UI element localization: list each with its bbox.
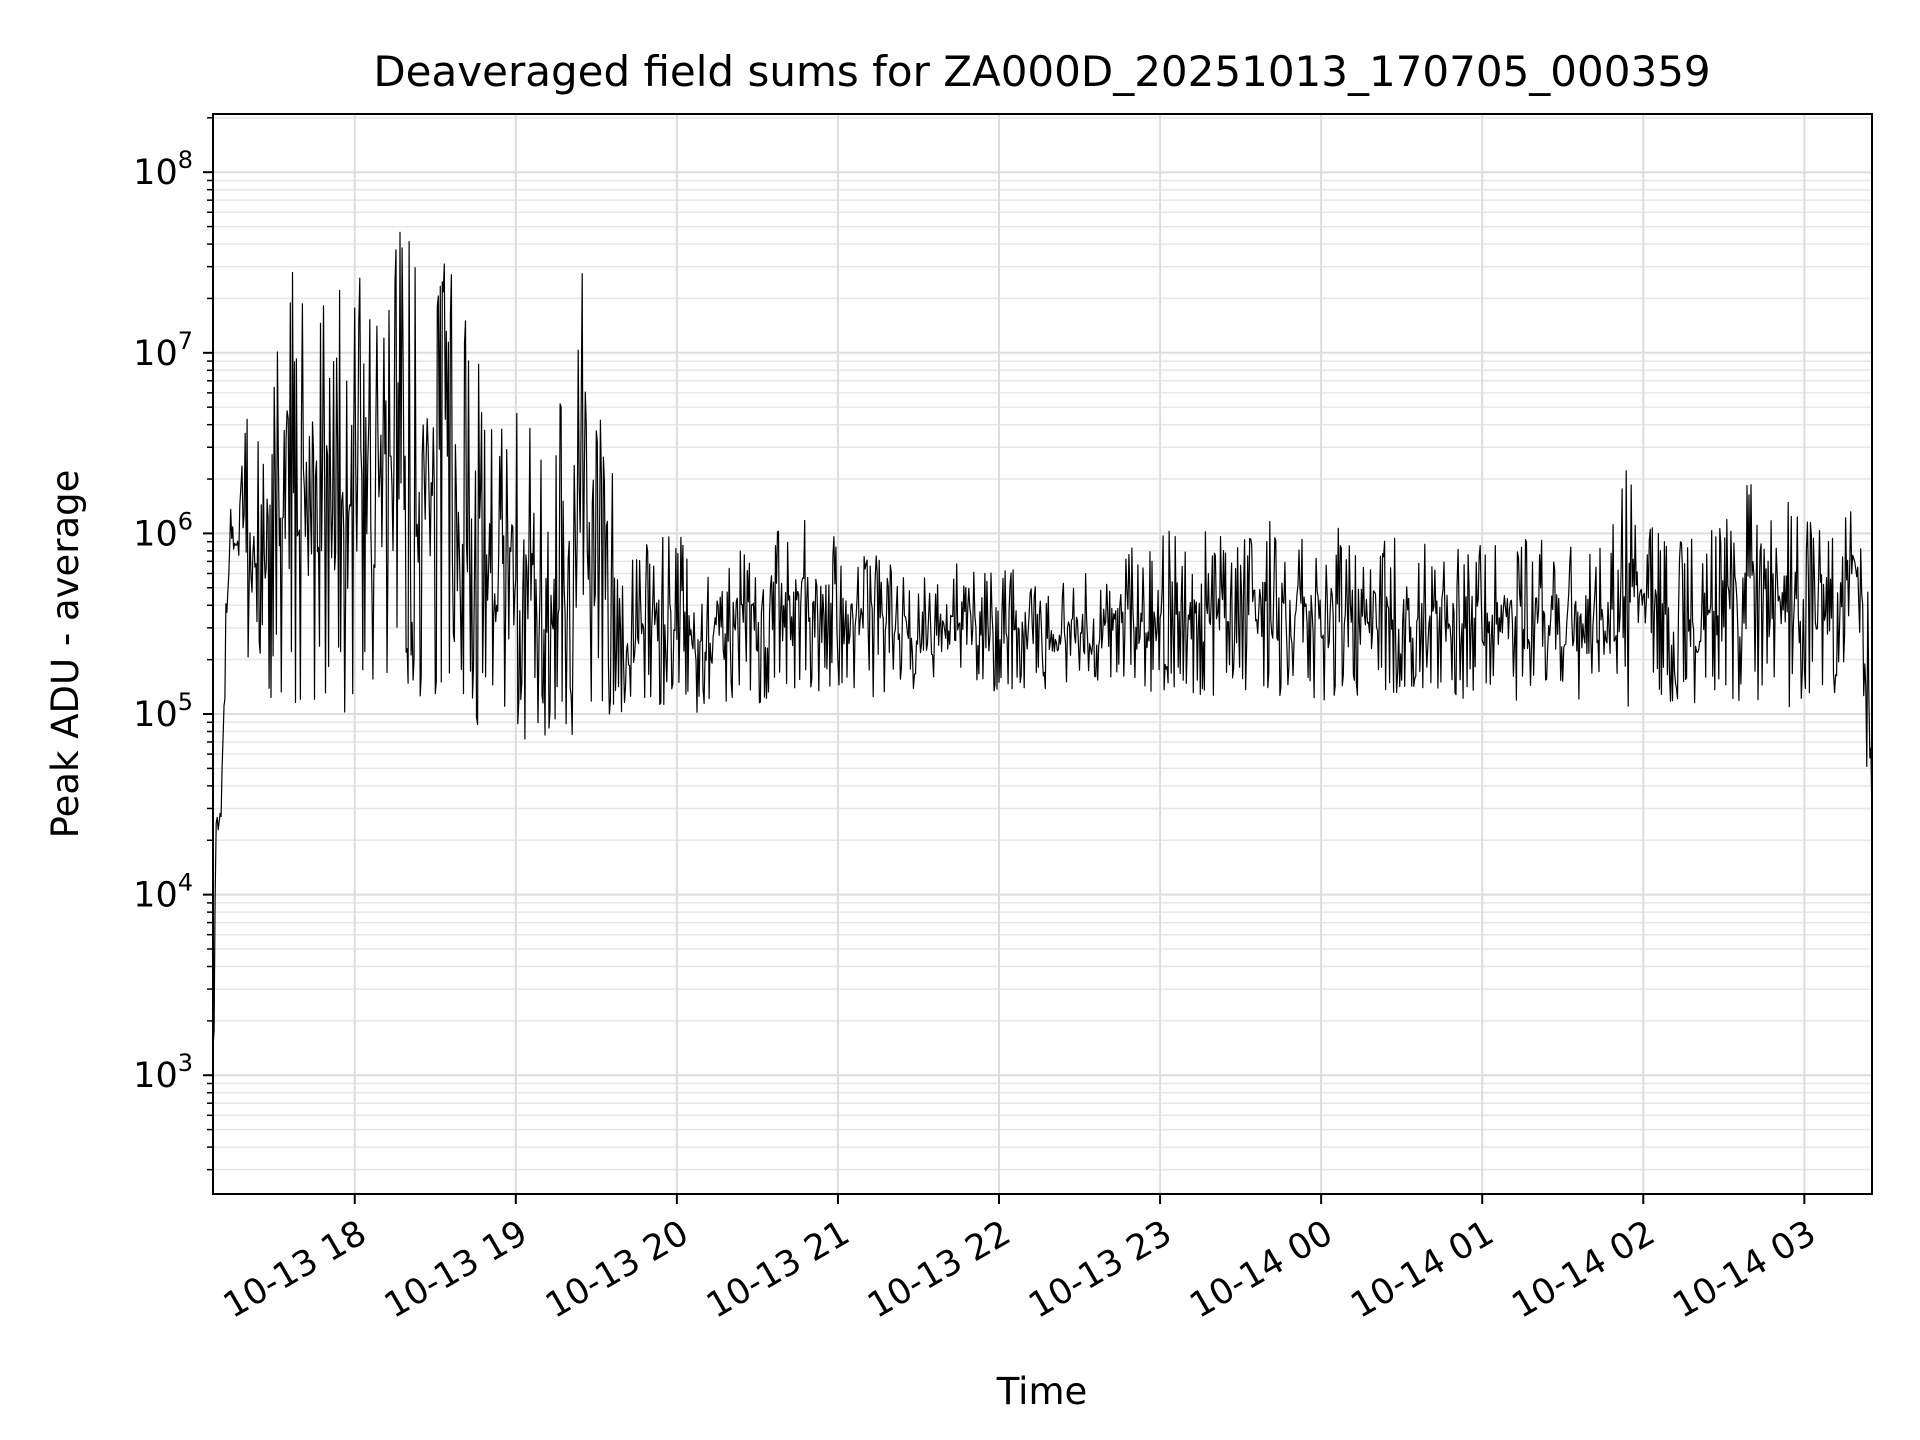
y-tick-exponent: 5	[178, 688, 193, 716]
y-tick-label: 105	[133, 688, 193, 735]
y-tick-exponent: 4	[178, 869, 193, 897]
y-tick-base: 10	[133, 695, 178, 735]
chart-title: Deaveraged field sums for ZA000D_2025101…	[373, 47, 1710, 96]
y-tick-label: 103	[133, 1049, 193, 1096]
x-axis-label: Time	[996, 1370, 1088, 1413]
series-line	[212, 231, 1873, 1048]
y-tick-exponent: 3	[178, 1049, 193, 1077]
y-tick-base: 10	[133, 1056, 178, 1096]
plot-frame	[212, 113, 1873, 1195]
y-tick-base: 10	[133, 514, 178, 554]
y-tick-base: 10	[133, 876, 178, 916]
y-tick-label: 108	[133, 146, 193, 193]
y-axis-label: Peak ADU - average	[44, 470, 87, 839]
y-tick-label: 106	[133, 507, 193, 554]
y-tick-base: 10	[133, 334, 178, 374]
grid	[213, 114, 1872, 1194]
series-layer	[212, 231, 1873, 1048]
y-tick-base: 10	[133, 153, 178, 193]
y-tick-exponent: 6	[178, 507, 193, 535]
y-tick-exponent: 7	[178, 327, 193, 355]
y-tick-label: 107	[133, 327, 193, 374]
y-tick-exponent: 8	[178, 146, 193, 174]
y-tick-label: 104	[133, 869, 193, 916]
